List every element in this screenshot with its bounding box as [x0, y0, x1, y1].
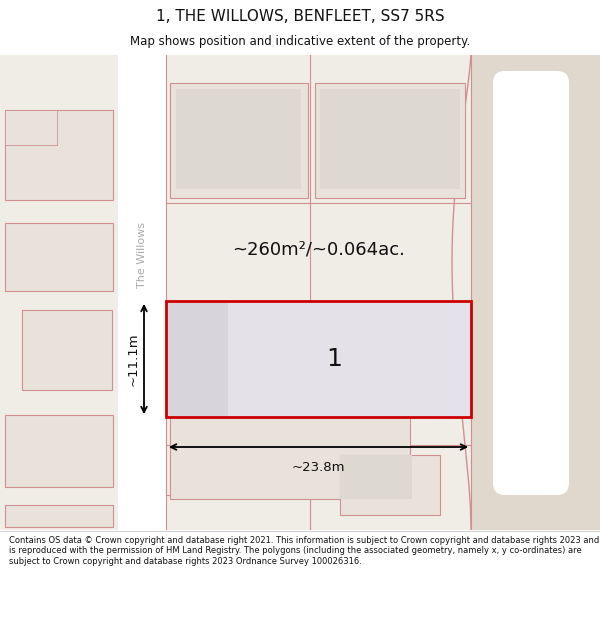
Bar [315, 83, 465, 198]
Bar [22, 310, 112, 390]
Bar [166, 301, 471, 417]
Bar [170, 83, 308, 198]
Text: Map shows position and indicative extent of the property.: Map shows position and indicative extent… [130, 35, 470, 48]
Bar [5, 223, 113, 291]
Text: ~11.1m: ~11.1m [127, 332, 140, 386]
Bar [176, 89, 301, 189]
Bar [170, 417, 410, 499]
Text: The Willows: The Willows [137, 221, 147, 288]
Text: 1, THE WILLOWS, BENFLEET, SS7 5RS: 1, THE WILLOWS, BENFLEET, SS7 5RS [155, 9, 445, 24]
Bar [340, 455, 440, 515]
Bar [5, 505, 113, 527]
Bar [166, 301, 228, 417]
Bar [166, 301, 471, 417]
Text: ~260m²/~0.064ac.: ~260m²/~0.064ac. [232, 240, 405, 258]
Bar [5, 415, 113, 487]
Bar [118, 55, 166, 530]
Text: 1: 1 [326, 347, 341, 371]
Bar [5, 110, 57, 145]
Text: ~23.8m: ~23.8m [292, 461, 345, 474]
Bar [5, 110, 113, 200]
Bar [340, 455, 412, 499]
FancyBboxPatch shape [493, 71, 569, 495]
Bar [320, 89, 460, 189]
Bar [472, 55, 600, 530]
Text: Contains OS data © Crown copyright and database right 2021. This information is : Contains OS data © Crown copyright and d… [9, 536, 599, 566]
